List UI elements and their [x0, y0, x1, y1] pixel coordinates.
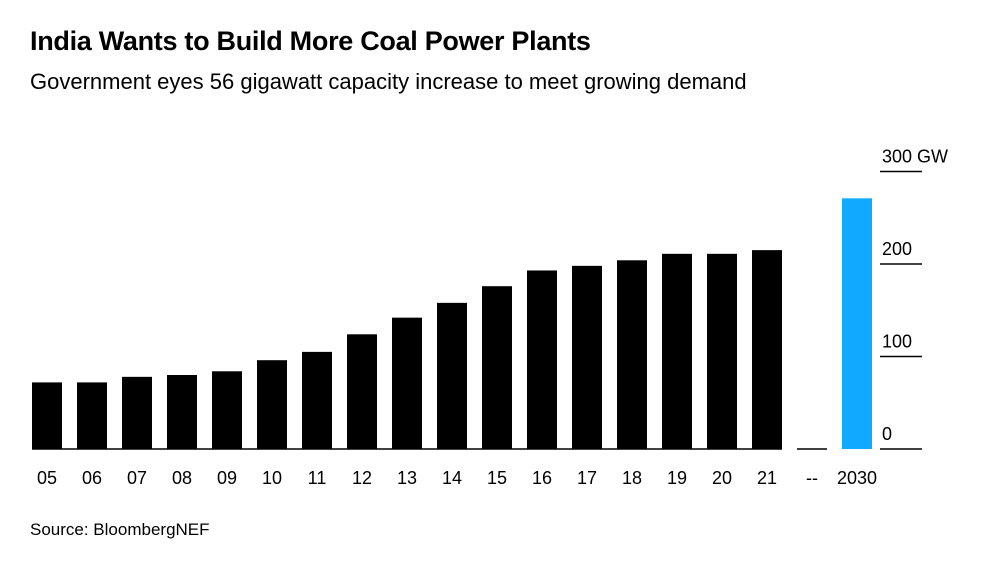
bar-11: [302, 351, 332, 449]
x-tick-label: 11: [308, 468, 327, 488]
chart-title: India Wants to Build More Coal Power Pla…: [30, 26, 591, 56]
y-tick-label: 0: [882, 424, 892, 444]
bar-16: [527, 270, 557, 449]
x-tick-label: 19: [667, 468, 687, 488]
x-tick-label: 21: [757, 468, 777, 488]
y-axis: 0 100 200 300 GW: [880, 147, 948, 450]
x-tick-label: 07: [127, 468, 147, 488]
x-axis-labels: 05 06 07 08 09 10 11 12 13 14 15 16 17 18 19 20 21 -- 2030: [37, 468, 877, 488]
x-tick-label: 06: [82, 468, 102, 488]
bar-07: [122, 376, 152, 449]
source-note: Source: BloombergNEF: [30, 520, 210, 539]
bar-15: [482, 286, 512, 449]
x-tick-label: 08: [172, 468, 192, 488]
y-tick-label: 100: [882, 332, 912, 352]
bar-08: [167, 375, 197, 449]
bar-05: [32, 382, 62, 449]
bar-2030: [842, 198, 872, 449]
bar-group: [32, 198, 872, 449]
bar-21: [752, 250, 782, 449]
bar-18: [617, 260, 647, 449]
x-tick-label: 2030: [837, 468, 877, 488]
x-tick-label: 15: [487, 468, 507, 488]
chart-subtitle: Government eyes 56 gigawatt capacity inc…: [30, 69, 747, 94]
bar-13: [392, 317, 422, 449]
x-tick-label: 17: [577, 468, 597, 488]
bar-17: [572, 265, 602, 449]
bar-19: [662, 253, 692, 449]
y-tick-label: 300 GW: [882, 147, 948, 167]
x-tick-label: 14: [442, 468, 462, 488]
x-tick-label: 18: [622, 468, 642, 488]
bar-14: [437, 302, 467, 449]
x-tick-label: --: [806, 468, 818, 488]
x-tick-label: 09: [217, 468, 237, 488]
x-tick-label: 12: [352, 468, 372, 488]
bar-09: [212, 371, 242, 449]
y-tick-label: 200: [882, 239, 912, 259]
bar-06: [77, 382, 107, 449]
x-tick-label: 13: [397, 468, 417, 488]
x-tick-label: 05: [37, 468, 57, 488]
x-tick-label: 10: [262, 468, 282, 488]
bar-10: [257, 360, 287, 449]
x-tick-label: 16: [532, 468, 552, 488]
bar-20: [707, 253, 737, 449]
x-tick-label: 20: [712, 468, 732, 488]
bar-12: [347, 334, 377, 449]
